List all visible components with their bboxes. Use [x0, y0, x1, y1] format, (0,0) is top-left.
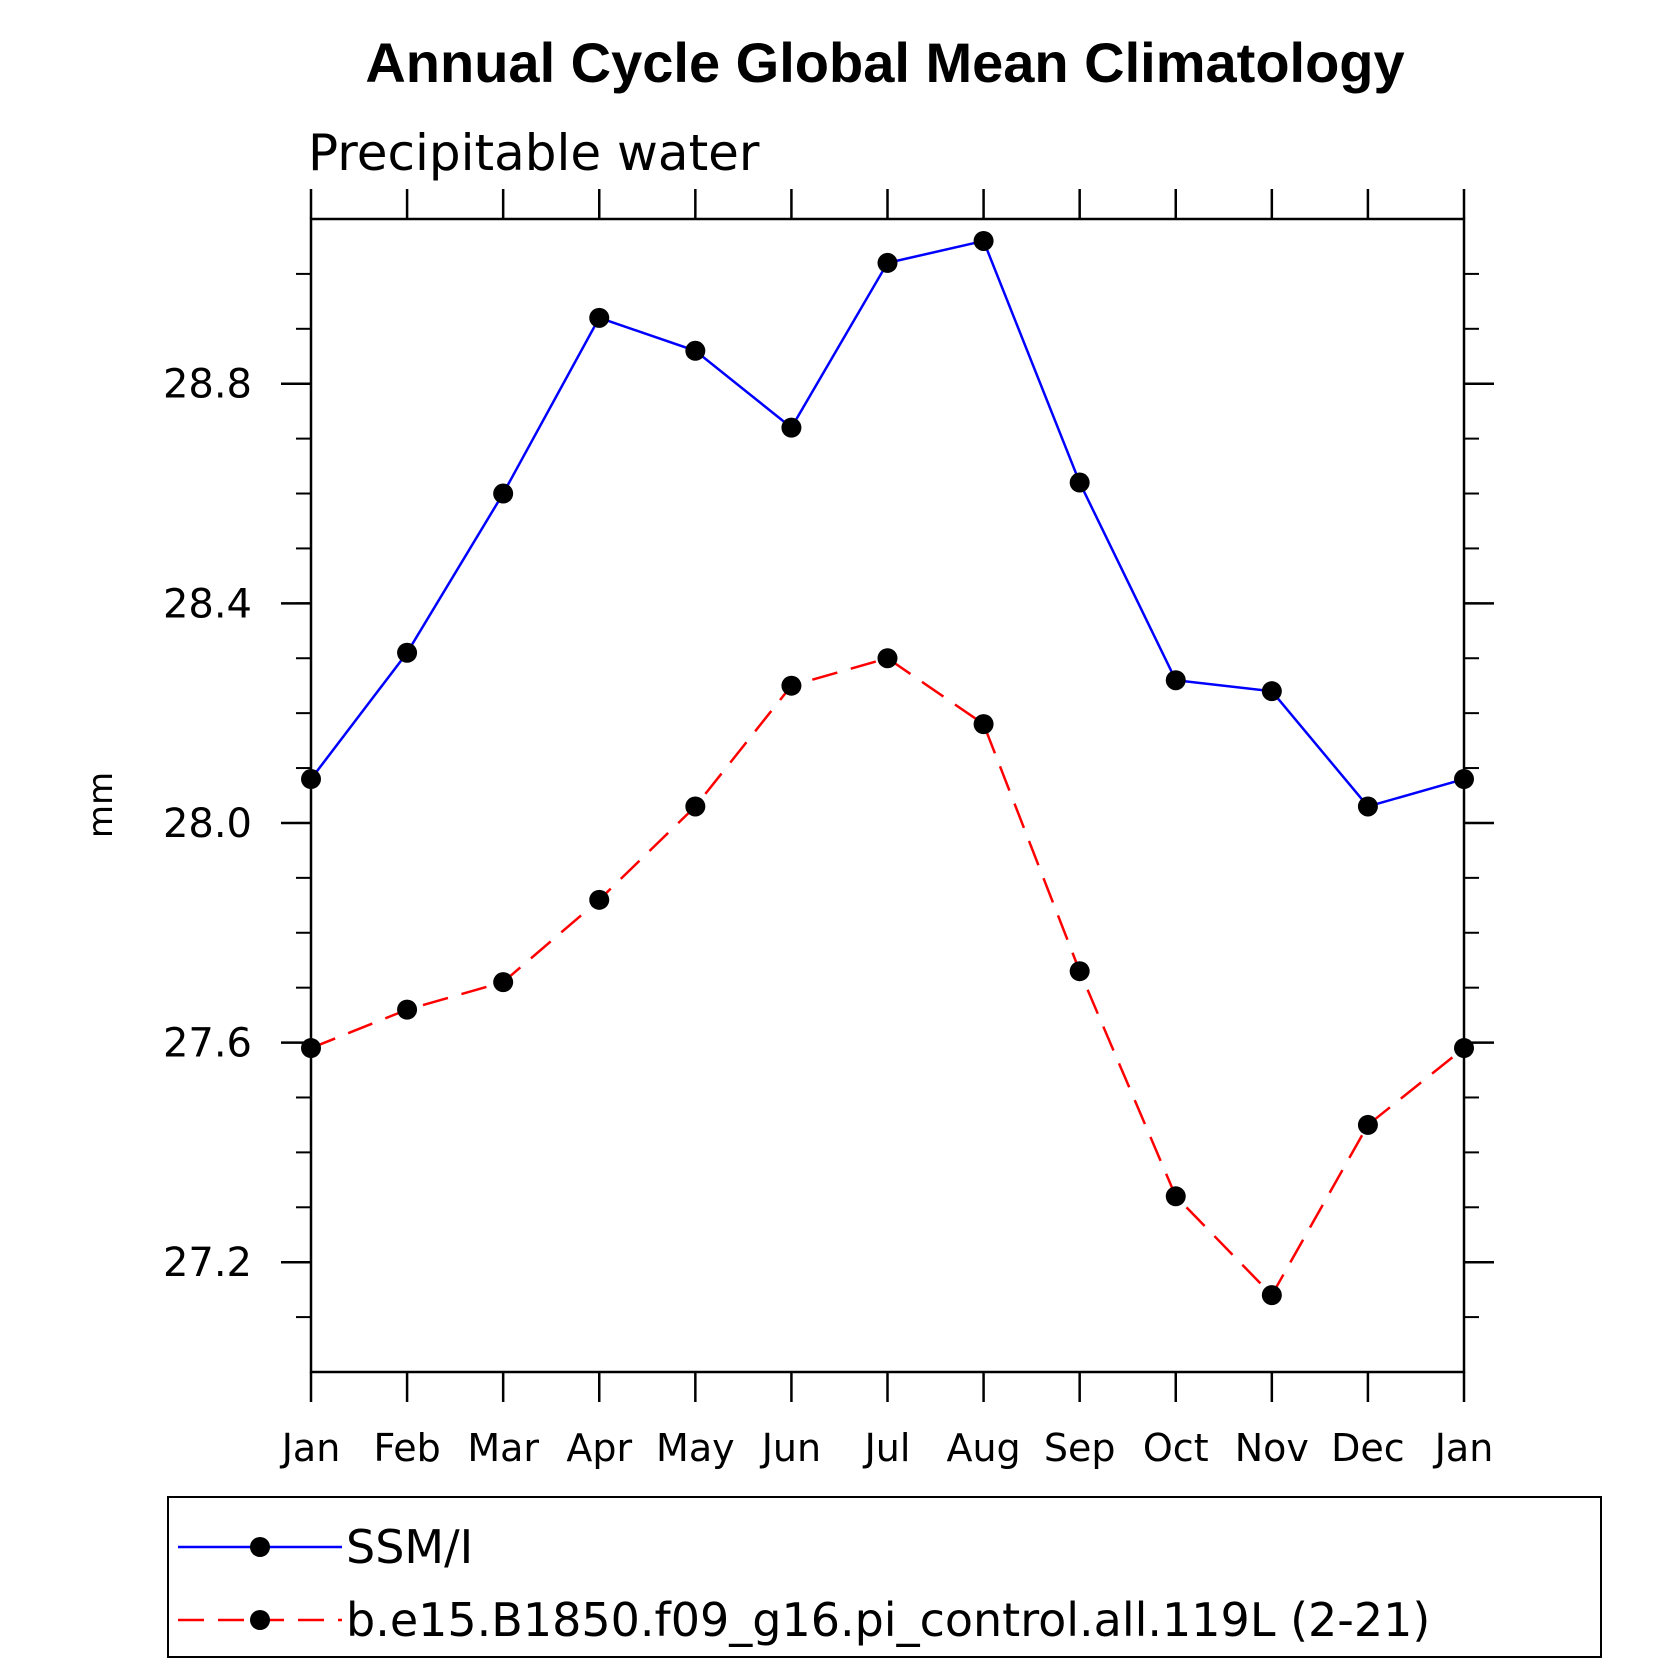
chart-title: Annual Cycle Global Mean Climatology — [365, 31, 1404, 94]
legend: SSM/I b.e15.B1850.f09_g16.pi_control.all.… — [167, 1496, 1602, 1658]
data-point-1 — [1165, 670, 1186, 691]
plot-axes — [281, 189, 1494, 1402]
x-tick-label: Oct — [1143, 1426, 1209, 1470]
legend-label-1: SSM/I — [346, 1520, 473, 1574]
data-point-1 — [1069, 472, 1090, 493]
legend-label-2: b.e15.B1850.f09_g16.pi_control.all.119L … — [346, 1593, 1430, 1647]
x-tick-label: Mar — [467, 1426, 539, 1470]
x-tick-labels: Jan Feb Mar Apr May Jun Jul Aug Sep Oct Nov Dec Jan — [280, 1426, 1494, 1470]
x-tick-label: Aug — [946, 1426, 1020, 1470]
data-point-2 — [1357, 1114, 1378, 1135]
series-group — [301, 230, 1474, 1306]
data-point-2 — [1261, 1285, 1282, 1306]
data-point-1 — [493, 483, 514, 504]
data-point-1 — [877, 252, 898, 273]
x-tick-label: Jan — [280, 1426, 341, 1470]
data-point-2 — [1165, 1186, 1186, 1207]
legend-marker-1 — [250, 1537, 270, 1557]
legend-box — [167, 1496, 1602, 1658]
data-point-2 — [397, 999, 418, 1020]
data-point-2 — [877, 648, 898, 669]
data-point-2 — [301, 1038, 321, 1059]
x-tick-label: Feb — [373, 1426, 440, 1470]
data-point-2 — [1454, 1038, 1474, 1059]
y-axis-label: mm — [81, 772, 121, 838]
data-point-2 — [685, 796, 706, 817]
legend-marker-2 — [250, 1610, 270, 1630]
data-point-2 — [589, 889, 610, 910]
y-tick-label: 27.2 — [163, 1240, 252, 1286]
data-point-1 — [973, 230, 994, 251]
data-point-1 — [301, 769, 321, 790]
data-point-1 — [685, 340, 706, 361]
data-point-1 — [1261, 681, 1282, 702]
data-point-2 — [493, 972, 514, 993]
data-point-1 — [1454, 769, 1474, 790]
x-tick-label: Dec — [1331, 1426, 1405, 1470]
data-point-1 — [781, 417, 802, 438]
y-tick-label: 27.6 — [163, 1021, 252, 1067]
x-tick-label: Jan — [1433, 1426, 1494, 1470]
data-point-2 — [781, 675, 802, 696]
x-tick-label: Sep — [1044, 1426, 1116, 1470]
x-tick-label: Jun — [760, 1426, 821, 1470]
x-tick-label: Jul — [863, 1426, 911, 1470]
plot-frame — [309, 217, 1466, 1374]
data-point-1 — [397, 642, 418, 663]
chart-subtitle: Precipitable water — [308, 124, 760, 182]
data-point-1 — [1357, 796, 1378, 817]
data-point-2 — [973, 714, 994, 735]
x-tick-label: Apr — [566, 1426, 632, 1470]
series-line-2 — [310, 656, 1465, 1298]
y-tick-labels: 27.2 27.6 28.0 28.4 28.8 — [163, 362, 252, 1286]
series-line-1 — [310, 239, 1465, 808]
data-point-1 — [589, 307, 610, 328]
y-tick-label: 28.4 — [163, 581, 252, 627]
x-tick-label: Nov — [1235, 1426, 1309, 1470]
y-tick-label: 28.0 — [163, 801, 252, 847]
y-tick-label: 28.8 — [163, 362, 252, 408]
x-tick-label: May — [656, 1426, 735, 1470]
data-point-2 — [1069, 961, 1090, 982]
